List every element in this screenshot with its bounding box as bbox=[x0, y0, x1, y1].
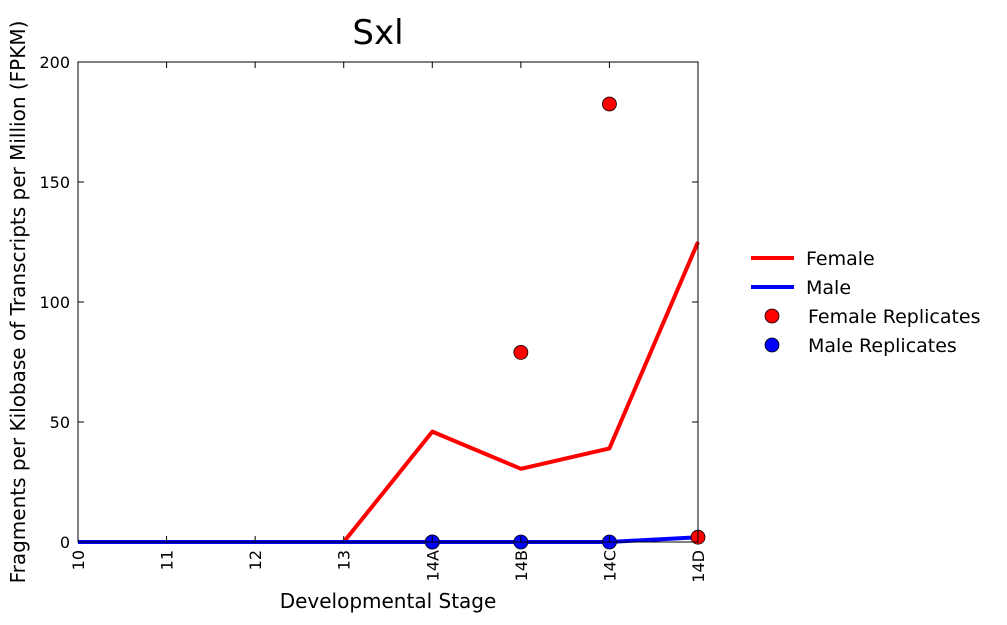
legend-swatch-female-replicates bbox=[764, 308, 780, 324]
x-axis-label: Developmental Stage bbox=[280, 589, 497, 613]
x-tick-label: 14B bbox=[512, 550, 531, 581]
legend-label-male-replicates: Male Replicates bbox=[808, 335, 957, 357]
x-tick-label: 10 bbox=[69, 550, 88, 570]
legend: Female Male Female Replicates Male Replicat… bbox=[751, 248, 981, 357]
series-line-female bbox=[78, 241, 700, 544]
x-tick-label: 11 bbox=[158, 550, 177, 570]
y-axis-label: Fragments per Kilobase of Transcripts pe… bbox=[6, 21, 30, 584]
x-tick-label: 14C bbox=[600, 550, 619, 582]
x-tick-label: 14A bbox=[423, 550, 442, 581]
legend-label-female-replicates: Female Replicates bbox=[808, 306, 981, 328]
y-tick-label: 0 bbox=[60, 533, 70, 552]
y-tick-label: 150 bbox=[39, 173, 70, 192]
legend-swatch-male-replicates bbox=[764, 337, 780, 353]
y-tick-label: 50 bbox=[50, 413, 70, 432]
legend-label-male: Male bbox=[806, 277, 851, 299]
chart-title: Sxl bbox=[352, 13, 403, 53]
data-point-female-replicates bbox=[602, 96, 617, 112]
x-tick-label: 12 bbox=[246, 550, 265, 570]
x-tick-label: 14D bbox=[689, 550, 708, 583]
y-tick-label: 100 bbox=[39, 293, 70, 312]
data-point-female-replicates bbox=[513, 344, 529, 360]
plot-area bbox=[78, 96, 706, 550]
plot-frame bbox=[77, 61, 699, 543]
y-tick-label: 200 bbox=[39, 53, 70, 72]
x-tick-label: 13 bbox=[335, 550, 354, 570]
axes: 0 50 100 150 200 10 11 12 13 14A 14B 14C 14D bbox=[39, 53, 708, 583]
legend-label-female: Female bbox=[806, 248, 875, 270]
